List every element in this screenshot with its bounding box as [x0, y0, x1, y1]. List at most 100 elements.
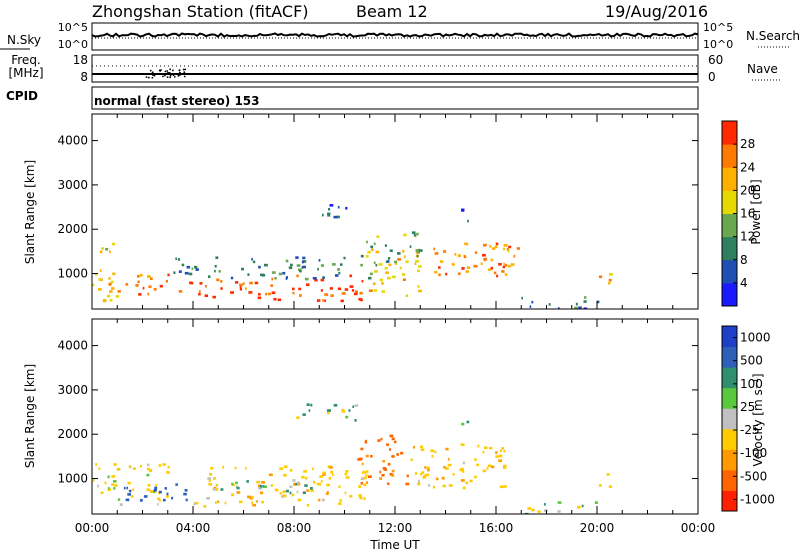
heatmap-cell — [474, 458, 477, 461]
heatmap-cell — [507, 264, 511, 268]
heatmap-cell — [411, 231, 416, 234]
heatmap-cell — [393, 440, 397, 444]
heatmap-cell — [296, 274, 299, 278]
heatmap-cell — [482, 450, 485, 454]
nave-dot — [173, 76, 176, 78]
colorbar-segment — [722, 213, 737, 238]
heatmap-cell — [459, 468, 464, 472]
heatmap-cell — [113, 463, 117, 466]
heatmap-cell — [447, 457, 450, 461]
heatmap-cell — [318, 258, 321, 262]
nave-dot — [158, 69, 161, 72]
heatmap-cell — [251, 501, 254, 505]
heatmap-cell — [372, 282, 376, 286]
heatmap-cell — [381, 290, 385, 293]
heatmap-cell — [367, 475, 372, 478]
heatmap-cell — [97, 484, 100, 488]
heatmap-cell — [375, 270, 378, 273]
heatmap-cell — [292, 479, 296, 482]
heatmap-cell — [293, 482, 297, 486]
heatmap-cell — [302, 265, 306, 269]
heatmap-cell — [320, 264, 325, 267]
heatmap-cell — [112, 242, 115, 246]
heatmap-cell — [222, 465, 225, 469]
heatmap-cell — [416, 232, 419, 236]
heatmap-cell — [245, 287, 247, 290]
heatmap-cell — [337, 205, 340, 209]
heatmap-cell — [137, 280, 140, 284]
nave-dot — [163, 74, 166, 77]
heatmap-cell — [503, 244, 508, 247]
heatmap-cell — [430, 449, 435, 453]
heatmap-cell — [318, 482, 322, 486]
power-y-axis: 1000 2000 3000 4000 — [57, 134, 698, 281]
heatmap-cell — [304, 484, 308, 487]
heatmap-cell — [98, 278, 103, 281]
heatmap-cell — [234, 466, 237, 470]
heatmap-cell — [484, 446, 488, 450]
heatmap-cell — [482, 253, 486, 257]
heatmap-cell — [104, 481, 107, 485]
heatmap-cell — [224, 501, 227, 505]
heatmap-cell — [396, 453, 399, 456]
heatmap-cell — [360, 263, 363, 267]
heatmap-cell — [327, 212, 331, 216]
heatmap-cell — [304, 277, 309, 281]
colorbar-segment — [722, 326, 737, 348]
heatmap-cell — [443, 465, 446, 469]
heatmap-cell — [384, 266, 388, 270]
heatmap-cell — [354, 419, 357, 422]
heatmap-cell — [220, 488, 224, 491]
heatmap-cell — [206, 496, 211, 500]
heatmap-cell — [298, 287, 302, 291]
heatmap-cell — [417, 269, 420, 273]
heatmap-cell — [419, 249, 423, 252]
heatmap-cell — [401, 273, 406, 276]
heatmap-cell — [132, 467, 136, 470]
heatmap-cell — [271, 271, 276, 274]
nave-dot — [164, 70, 167, 73]
heatmap-cell — [153, 288, 157, 291]
heatmap-cell — [365, 254, 369, 258]
heatmap-cell — [501, 447, 504, 450]
heatmap-cell — [460, 479, 465, 482]
heatmap-cell — [504, 273, 508, 276]
nave-dot — [183, 75, 186, 78]
heatmap-cell — [337, 268, 340, 271]
velocity-frame — [91, 318, 699, 515]
x-tick-label: 16:00 — [479, 521, 514, 535]
colorbar-tick-label: -500 — [740, 469, 767, 483]
heatmap-cell — [391, 455, 395, 458]
heatmap-cell — [531, 508, 535, 512]
heatmap-cell — [320, 480, 323, 483]
heatmap-cell — [139, 273, 143, 277]
heatmap-cell — [387, 462, 391, 466]
heatmap-cell — [278, 272, 283, 276]
heatmap-cell — [92, 479, 95, 482]
heatmap-cell — [235, 485, 238, 488]
heatmap-cell — [95, 463, 98, 466]
x-tick-label: 04:00 — [176, 521, 211, 535]
y-tick-label: 4000 — [57, 339, 88, 353]
y-tick-label: 2000 — [57, 427, 88, 441]
heatmap-cell — [394, 260, 398, 264]
heatmap-cell — [299, 294, 302, 297]
heatmap-cell — [463, 255, 467, 259]
colorbar-tick-label: 16 — [740, 207, 755, 221]
heatmap-cell — [361, 279, 364, 283]
heatmap-cell — [340, 263, 343, 266]
heatmap-cell — [215, 488, 219, 491]
power-colorbar-label: Power [dB] — [749, 179, 763, 244]
nave-dot — [166, 70, 169, 72]
heatmap-cell — [359, 496, 363, 500]
heatmap-cell — [543, 503, 546, 506]
heatmap-cell — [441, 476, 445, 480]
heatmap-cell — [405, 482, 410, 486]
heatmap-cell — [361, 471, 366, 474]
heatmap-cell — [245, 467, 247, 470]
heatmap-cell — [501, 270, 505, 273]
heatmap-cell — [111, 483, 114, 486]
heatmap-cell — [327, 411, 330, 415]
colorbar-segment — [722, 167, 737, 191]
